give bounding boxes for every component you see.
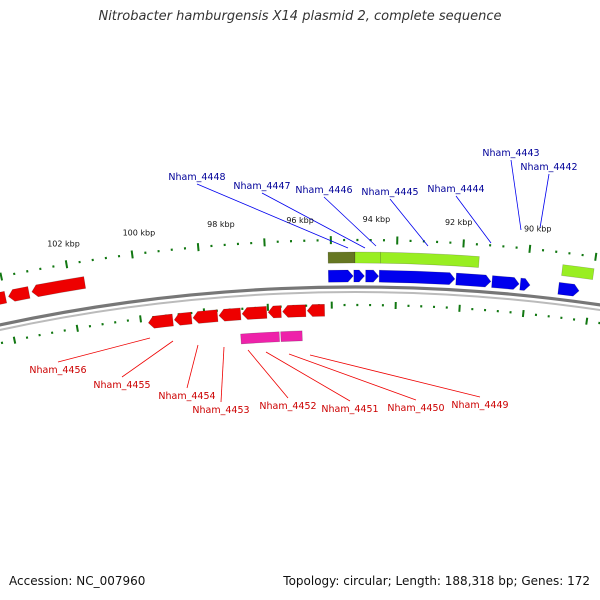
green-feature-block xyxy=(561,264,595,280)
map-title: Nitrobacter hamburgensis X14 plasmid 2, … xyxy=(98,9,502,24)
kbp-label: 92 kbp xyxy=(445,218,473,227)
gene-label: Nham_4453 xyxy=(192,405,249,416)
major-tick xyxy=(139,315,142,323)
gene-label: Nham_4454 xyxy=(158,391,215,402)
green-feature-block xyxy=(380,251,480,268)
major-tick xyxy=(75,324,79,332)
gene-label: Nham_4444 xyxy=(427,184,484,195)
pink-feature-block xyxy=(240,331,280,345)
reverse-cds-arrow xyxy=(192,309,219,324)
major-tick xyxy=(64,260,69,269)
backbone-layer xyxy=(0,285,600,332)
gene-leader-line xyxy=(455,195,492,244)
reverse-cds-arrow xyxy=(306,303,325,317)
major-tick xyxy=(130,250,134,259)
kbp-label: 96 kbp xyxy=(286,216,314,225)
reverse-cds-arrow xyxy=(8,286,31,302)
gene-label: Nham_4452 xyxy=(259,401,316,412)
green-feature-block xyxy=(354,251,381,264)
topology-summary: Topology: circular; Length: 188,318 bp; … xyxy=(283,574,590,588)
gene-leader-line xyxy=(247,349,289,399)
kbp-label: 102 kbp xyxy=(47,240,80,249)
forward-cds-arrow xyxy=(353,269,365,283)
forward-cds-arrow xyxy=(365,269,380,283)
reverse-cds-arrow xyxy=(147,313,174,329)
major-tick xyxy=(585,317,589,325)
olive-feature-block xyxy=(327,251,356,264)
gene-leader-line xyxy=(539,173,550,229)
kbp-label: 98 kbp xyxy=(207,220,235,229)
forward-cds-arrow xyxy=(455,272,492,288)
gene-label: Nham_4447 xyxy=(233,181,290,192)
gene-label: Nham_4442 xyxy=(520,162,577,173)
kbp-label: 94 kbp xyxy=(363,215,391,224)
major-tick xyxy=(594,252,598,261)
major-tick xyxy=(462,239,465,248)
leader-layer xyxy=(57,159,550,403)
gene-label: Nham_4449 xyxy=(451,400,508,411)
reverse-cds-arrow xyxy=(0,290,8,305)
forward-cds-arrow xyxy=(519,277,531,291)
major-tick xyxy=(12,336,17,344)
forward-cds-arrow xyxy=(557,281,580,297)
gene-leader-line xyxy=(389,198,429,247)
gene-label: Nham_4448 xyxy=(168,172,225,183)
backbone-inner xyxy=(0,291,600,332)
forward-cds-arrow xyxy=(327,269,354,283)
kbp-label: 90 kbp xyxy=(524,225,552,234)
reverse-cds-arrow xyxy=(241,306,268,320)
gene-leader-line xyxy=(261,192,366,249)
forward-cds-arrow xyxy=(378,269,456,285)
gene-leader-line xyxy=(196,183,349,249)
reverse-cds-arrow xyxy=(282,304,307,318)
gene-label: Nham_4455 xyxy=(93,380,150,391)
gene-label: Nham_4451 xyxy=(321,404,378,415)
gene-label: Nham_4446 xyxy=(295,185,352,196)
reverse-cds-arrow xyxy=(173,311,193,326)
forward-cds-arrow xyxy=(491,275,520,290)
gene-leader-line xyxy=(186,344,199,389)
gene-leader-line xyxy=(121,340,174,378)
gene-label: Nham_4456 xyxy=(29,365,86,376)
gene-leader-line xyxy=(288,353,417,401)
major-tick xyxy=(0,272,4,281)
major-tick xyxy=(528,244,532,253)
reverse-cds-arrow xyxy=(267,305,282,319)
major-tick xyxy=(196,243,200,252)
gene-leader-line xyxy=(57,337,151,363)
label-layer: 102 kbp 100 kbp 98 kbp 96 kbp 94 kbp 92 kbp 90… xyxy=(29,148,577,416)
reverse-cds-arrow xyxy=(218,307,242,322)
backbone-outer xyxy=(0,285,600,327)
gene-label: Nham_4450 xyxy=(387,403,444,414)
kbp-label: 100 kbp xyxy=(123,228,156,237)
gene-label: Nham_4443 xyxy=(482,148,539,159)
gene-label: Nham_4445 xyxy=(361,187,418,198)
gene-leader-line xyxy=(323,196,377,247)
gene-leader-line xyxy=(265,351,351,402)
major-tick xyxy=(521,309,525,318)
gene-leader-line xyxy=(309,354,481,398)
feature-layer xyxy=(0,251,595,345)
pink-feature-block xyxy=(280,330,303,342)
reverse-cds-arrow xyxy=(31,276,87,298)
gene-leader-line xyxy=(220,346,225,403)
accession-text: Accession: NC_007960 xyxy=(9,574,146,588)
gene-leader-line xyxy=(510,159,522,231)
